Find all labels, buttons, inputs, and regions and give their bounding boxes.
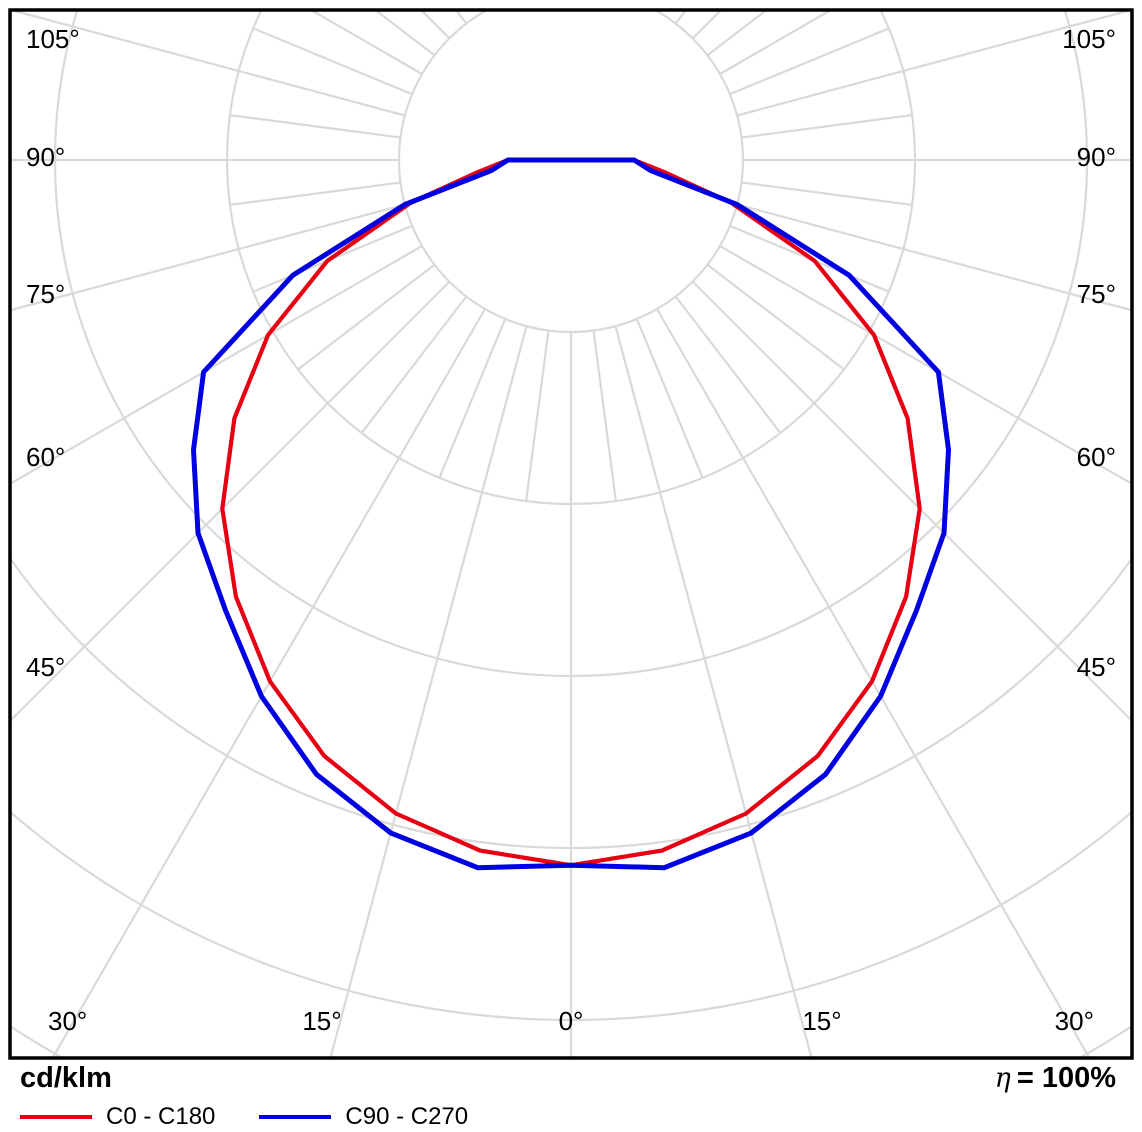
curve-c0-c180 bbox=[220, 157, 922, 868]
grid-spoke-minor bbox=[229, 114, 401, 139]
grid-spoke bbox=[691, 280, 1132, 723]
grid-spoke bbox=[614, 325, 813, 1058]
grid-spoke-minor bbox=[592, 330, 617, 502]
grid-spoke-minor bbox=[360, 295, 468, 434]
legend-item-c0-c180: C0 - C180 bbox=[20, 1103, 215, 1131]
grid-spoke-minor bbox=[637, 0, 703, 1]
grid-spoke bbox=[10, 203, 406, 312]
grid-spoke-minor bbox=[439, 0, 505, 1]
curve-c90-c270 bbox=[190, 157, 952, 871]
angle-label-left: 75° bbox=[26, 279, 65, 309]
grid-spoke-minor bbox=[635, 318, 704, 479]
eta-symbol: η bbox=[994, 1063, 1011, 1094]
grid-spoke-minor bbox=[373, 10, 436, 57]
legend: C0 - C180 C90 - C270 bbox=[20, 1103, 468, 1131]
grid-spoke bbox=[10, 10, 406, 117]
grid-spoke bbox=[51, 308, 486, 1058]
legend-swatch-c90-c270 bbox=[259, 1115, 332, 1119]
angle-label-left: 90° bbox=[26, 142, 65, 172]
angle-label-bottom: 30° bbox=[48, 1006, 87, 1036]
grid-spoke-minor bbox=[741, 114, 913, 139]
legend-swatch-c0-c180 bbox=[20, 1115, 92, 1119]
angle-label-right: 45° bbox=[1077, 652, 1116, 682]
angle-label-right: 90° bbox=[1077, 142, 1116, 172]
grid-spoke bbox=[10, 280, 451, 723]
grid-spoke-minor bbox=[706, 263, 845, 371]
angle-label-bottom: 15° bbox=[302, 1006, 341, 1036]
eta-value: = 100% bbox=[1016, 1062, 1116, 1094]
plot-frame bbox=[8, 8, 1134, 1060]
grid-spoke bbox=[719, 245, 1132, 486]
efficiency-label: η = 100% bbox=[995, 1062, 1116, 1095]
grid-spoke-minor bbox=[525, 330, 550, 502]
angle-label-right: 60° bbox=[1077, 442, 1116, 472]
grid-spoke bbox=[736, 10, 1132, 117]
grid-ring bbox=[397, 10, 745, 334]
angle-label-left: 105° bbox=[26, 24, 80, 54]
grid-spoke bbox=[329, 325, 528, 1058]
angle-label-left: 60° bbox=[26, 442, 65, 472]
grid-spoke-minor bbox=[438, 318, 507, 479]
angle-label-bottom: 0° bbox=[559, 1006, 584, 1036]
legend-item-c90-c270: C90 - C270 bbox=[259, 1103, 468, 1131]
angle-labels: 105° 90° 75° 60° 45° 105° 90° 75° 60° 45° 30° 15° 0°… bbox=[26, 24, 1116, 1036]
grid-spoke-minor bbox=[741, 181, 913, 206]
grid-spoke-minor bbox=[252, 27, 413, 96]
legend-label-c0-c180: C0 - C180 bbox=[106, 1103, 216, 1130]
angle-label-bottom: 30° bbox=[1055, 1006, 1094, 1036]
grid-spoke-minor bbox=[729, 27, 890, 96]
angle-label-right: 105° bbox=[1062, 24, 1116, 54]
angle-label-right: 75° bbox=[1077, 279, 1116, 309]
angle-label-bottom: 15° bbox=[802, 1006, 841, 1036]
grid-spoke bbox=[736, 203, 1132, 312]
grid-spoke-minor bbox=[706, 10, 769, 57]
grid-spoke bbox=[10, 245, 423, 486]
grid-spoke-minor bbox=[229, 181, 401, 206]
unit-label: cd/klm bbox=[20, 1062, 112, 1094]
grid-spoke-minor bbox=[297, 263, 436, 371]
grid-spoke bbox=[656, 308, 1091, 1058]
angle-label-left: 45° bbox=[26, 652, 65, 682]
legend-label-c90-c270: C90 - C270 bbox=[345, 1103, 469, 1130]
grid-spoke-minor bbox=[674, 295, 782, 434]
